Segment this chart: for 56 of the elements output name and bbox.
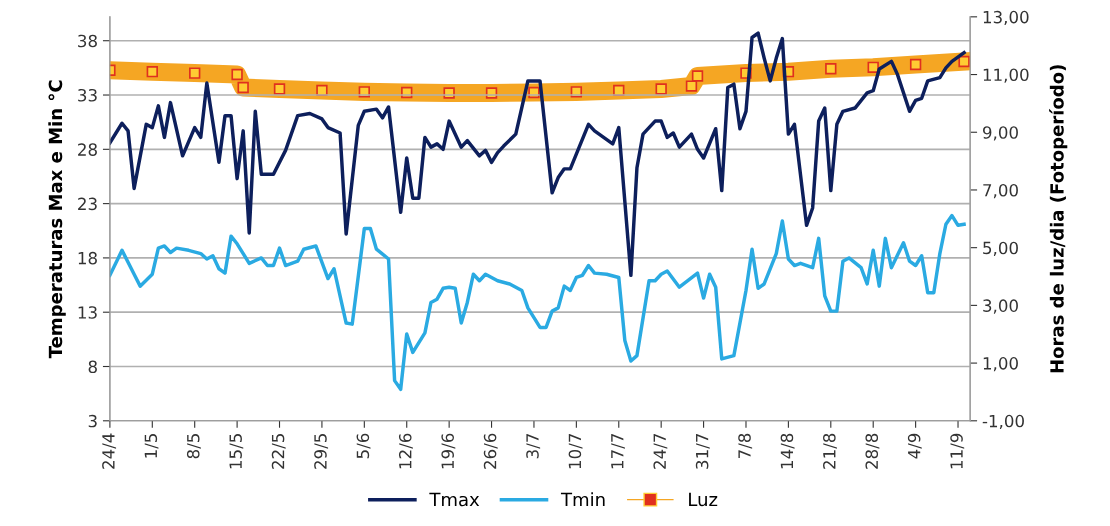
y2-tick-label: 5,00 xyxy=(983,241,1018,256)
x-tick-label: 19/6 xyxy=(441,433,456,469)
x-tick-label: 8/5 xyxy=(186,434,201,459)
x-tick-label: 3/7 xyxy=(526,434,541,459)
x-tick-label: 10/7 xyxy=(568,434,583,469)
x-tick-label: 4/9 xyxy=(907,433,922,459)
x-tick-label: 11/9 xyxy=(950,433,965,469)
point xyxy=(685,80,698,92)
point xyxy=(146,65,158,78)
y-tick-label: 18 xyxy=(78,251,97,265)
x-tick-label: 31/7 xyxy=(695,434,710,469)
y2-tick-label: 13,00 xyxy=(983,10,1029,26)
x-tick-label: 17/7 xyxy=(611,434,625,469)
point xyxy=(909,58,922,71)
point xyxy=(958,55,970,68)
x-tick-label: 21/8 xyxy=(823,433,837,469)
line-series xyxy=(109,31,966,278)
y-axis-title: Temperaturas Max e Min °C xyxy=(48,80,66,359)
x-tick-label: 15/5 xyxy=(229,434,244,469)
point xyxy=(273,83,286,95)
point xyxy=(655,83,667,95)
y-tick-label: 3 xyxy=(88,414,97,428)
y2-tick-label: 3,00 xyxy=(983,299,1018,314)
point xyxy=(691,70,704,82)
y-tick-label: 13 xyxy=(78,306,97,319)
x-tick-label: 24/4 xyxy=(102,433,117,469)
y2-tick-label: 7,00 xyxy=(983,183,1018,199)
y2-tick-label: 1,00 xyxy=(983,357,1018,372)
y-tick-label: 38 xyxy=(78,34,97,48)
x-tick-label: 12/6 xyxy=(398,433,413,469)
line-series xyxy=(109,213,966,392)
x-tick-label: 1/5 xyxy=(144,434,159,458)
y2-tick-label: -1,00 xyxy=(982,414,1024,430)
x-tick-label: 29/5 xyxy=(314,434,329,469)
x-tick-label: 26/6 xyxy=(483,433,498,469)
legend-label: Luz xyxy=(689,492,718,507)
x-tick-label: 14/8 xyxy=(780,433,795,469)
point xyxy=(189,67,201,79)
point xyxy=(237,81,249,94)
y2-tick-label: 9,00 xyxy=(982,126,1018,141)
y-tick-label: 23 xyxy=(78,197,97,211)
x-tick-label: 5/6 xyxy=(356,433,371,459)
y2-axis-title: Horas de luz/dia (Fotoperíodo) xyxy=(1049,65,1068,373)
point xyxy=(231,68,243,81)
x-tick-label: 24/7 xyxy=(653,434,668,469)
y-tick-label: 8 xyxy=(88,360,97,374)
legend-label: Tmax xyxy=(429,492,480,507)
point xyxy=(825,63,837,75)
x-tick-label: 22/5 xyxy=(271,434,286,469)
point xyxy=(443,87,455,99)
x-tick-label: 7/8 xyxy=(738,433,753,459)
legend-label: Tmin xyxy=(560,492,605,506)
y2-tick-label: 11,00 xyxy=(983,68,1029,83)
y-tick-label: 33 xyxy=(78,88,97,102)
x-tick-label: 28/8 xyxy=(865,433,880,469)
y-tick-label: 28 xyxy=(78,143,97,156)
